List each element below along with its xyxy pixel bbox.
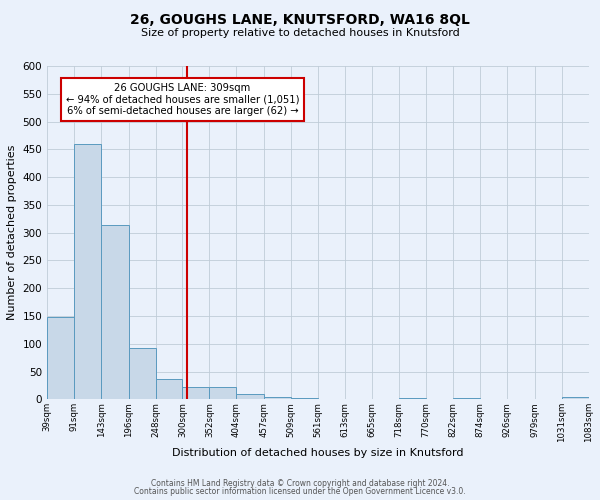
Text: 26 GOUGHS LANE: 309sqm
← 94% of detached houses are smaller (1,051)
6% of semi-d: 26 GOUGHS LANE: 309sqm ← 94% of detached… (66, 82, 299, 116)
Bar (47, 317, 74, 400)
Bar (236, 394, 264, 400)
Bar (101, 226, 128, 400)
Bar (453, 398, 480, 400)
Text: Size of property relative to detached houses in Knutsford: Size of property relative to detached ho… (140, 28, 460, 38)
Bar (291, 398, 318, 400)
Bar (264, 396, 291, 400)
Bar (74, 144, 101, 400)
Text: Contains HM Land Registry data © Crown copyright and database right 2024.: Contains HM Land Registry data © Crown c… (151, 478, 449, 488)
Text: 26, GOUGHS LANE, KNUTSFORD, WA16 8QL: 26, GOUGHS LANE, KNUTSFORD, WA16 8QL (130, 12, 470, 26)
Bar (128, 348, 155, 400)
Bar (209, 387, 236, 400)
Bar (155, 380, 182, 400)
X-axis label: Distribution of detached houses by size in Knutsford: Distribution of detached houses by size … (172, 448, 464, 458)
Bar (182, 387, 209, 400)
Y-axis label: Number of detached properties: Number of detached properties (7, 145, 17, 320)
Bar (399, 398, 426, 400)
Bar (562, 396, 589, 400)
Text: Contains public sector information licensed under the Open Government Licence v3: Contains public sector information licen… (134, 487, 466, 496)
